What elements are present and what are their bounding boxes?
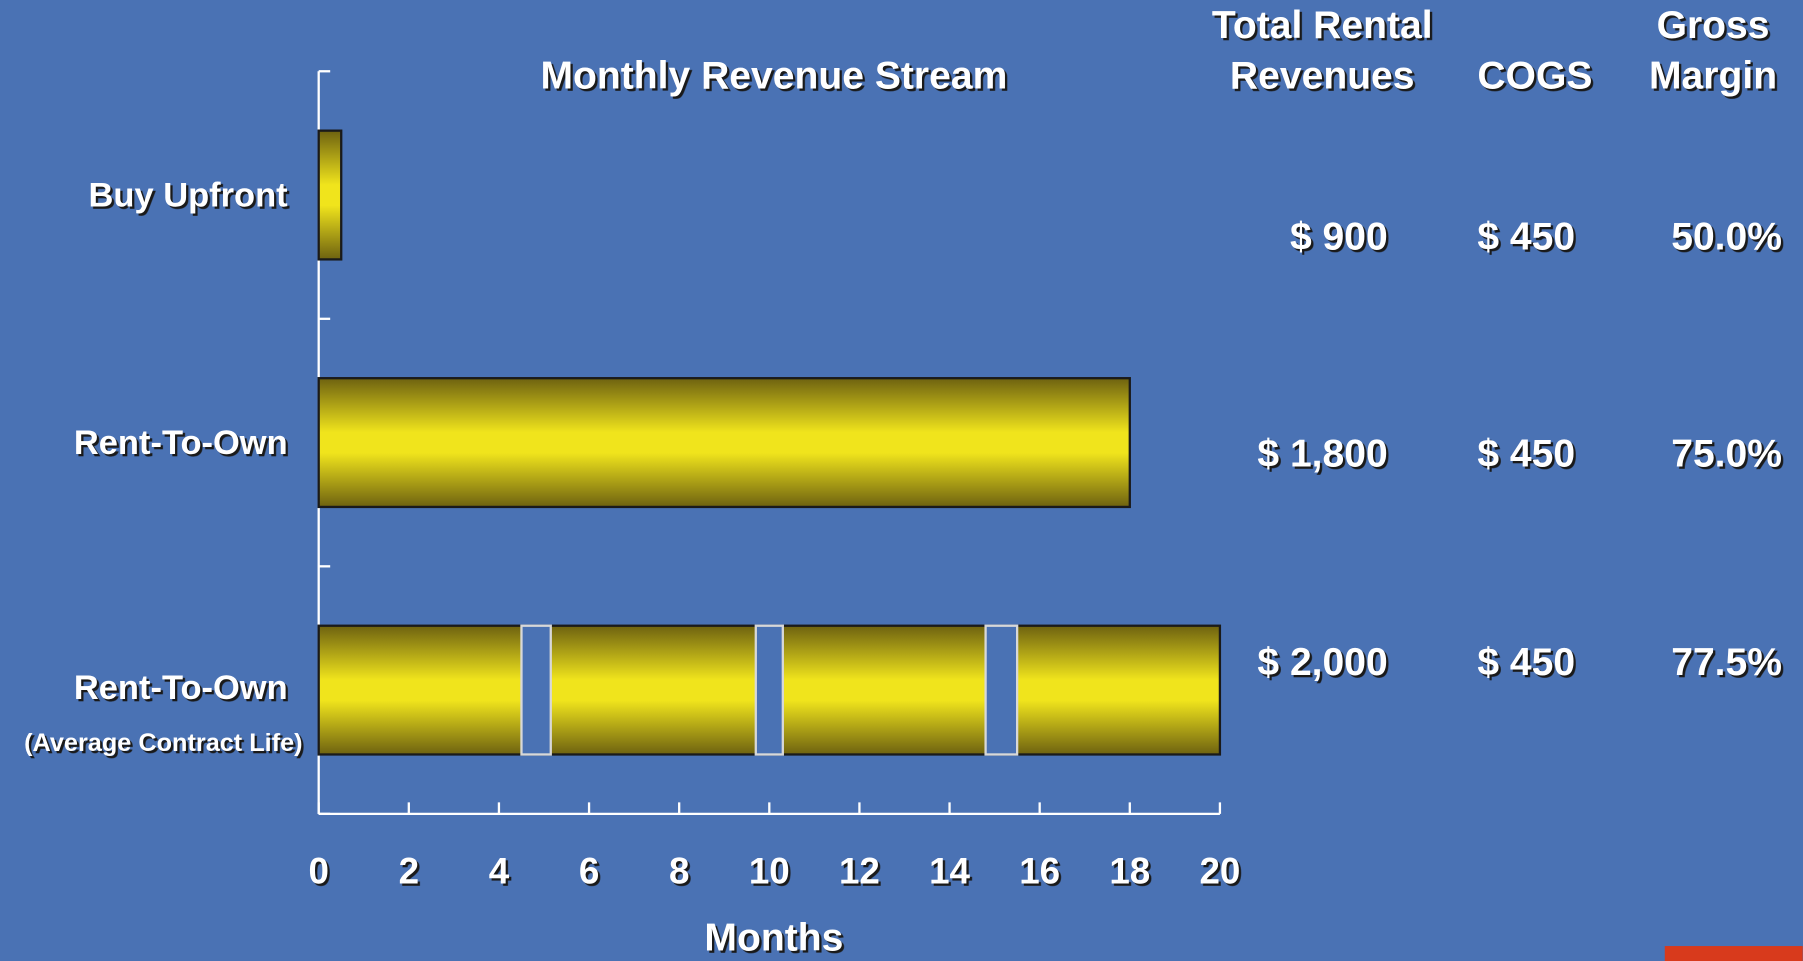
table-cell: $ 450: [1477, 433, 1575, 476]
x-axis-label: Months: [704, 917, 843, 960]
column-header: Margin: [1649, 54, 1777, 97]
column-header: COGS: [1477, 54, 1592, 97]
category-label: Rent-To-Own: [74, 669, 288, 707]
table-cell: $ 900: [1290, 215, 1388, 258]
category-label: Buy Upfront: [89, 176, 289, 214]
x-tick-label: 10: [749, 850, 790, 891]
corner-accent: [1664, 946, 1803, 961]
x-tick-label: 14: [929, 850, 970, 891]
bar: [317, 129, 343, 261]
table-cell: $ 1,800: [1257, 433, 1387, 476]
x-tick-label: 18: [1109, 850, 1150, 891]
chart-title: Monthly Revenue Stream: [540, 54, 1007, 97]
table-cell: $ 450: [1477, 215, 1575, 258]
column-header: Total Rental: [1212, 4, 1433, 47]
table-cell: 75.0%: [1671, 433, 1782, 476]
column-header: Revenues: [1230, 54, 1415, 97]
table-cell: $ 2,000: [1257, 641, 1387, 684]
x-tick-label: 2: [399, 850, 419, 891]
table-cell: 77.5%: [1671, 641, 1782, 684]
x-tick-label: 4: [489, 850, 510, 891]
x-tick-label: 12: [839, 850, 880, 891]
category-note: (Average Contract Life): [24, 729, 302, 757]
bar-gap: [754, 624, 784, 756]
bar-gap: [520, 624, 552, 756]
column-header: Gross: [1657, 4, 1770, 47]
bar-gap: [984, 624, 1019, 756]
x-tick-label: 6: [579, 850, 599, 891]
bar: [317, 377, 1131, 509]
table-cell: 50.0%: [1671, 215, 1782, 258]
x-tick-label: 8: [669, 850, 689, 891]
x-tick-label: 20: [1199, 850, 1240, 891]
category-label: Rent-To-Own: [74, 424, 288, 462]
table-cell: $ 450: [1477, 641, 1575, 684]
x-tick-label: 0: [308, 850, 328, 891]
x-tick-label: 16: [1019, 850, 1060, 891]
